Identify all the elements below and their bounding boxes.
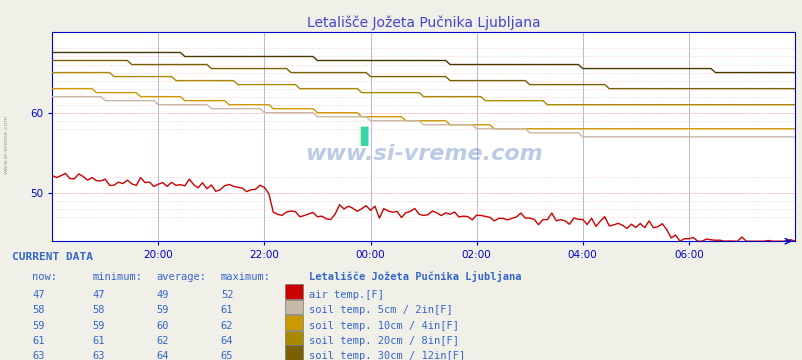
Text: ▐: ▐ [353,127,367,147]
Text: CURRENT DATA: CURRENT DATA [12,252,93,262]
Text: soil temp. 5cm / 2in[F]: soil temp. 5cm / 2in[F] [309,305,452,315]
Text: 58: 58 [92,305,105,315]
Text: 58: 58 [32,305,45,315]
Text: 59: 59 [156,305,169,315]
Bar [285,346,302,360]
Text: soil temp. 10cm / 4in[F]: soil temp. 10cm / 4in[F] [309,321,459,331]
Title: Letališče Jožeta Pučnika Ljubljana: Letališče Jožeta Pučnika Ljubljana [306,15,540,30]
Text: www.si-vreme.com: www.si-vreme.com [4,114,9,174]
Bar [285,284,302,299]
Text: 62: 62 [221,321,233,331]
Text: average:: average: [156,272,206,282]
Bar [285,315,302,330]
Text: 52: 52 [221,289,233,300]
Text: 64: 64 [156,351,169,360]
Text: 60: 60 [156,321,169,331]
Text: 63: 63 [32,351,45,360]
Text: air temp.[F]: air temp.[F] [309,289,383,300]
Bar [285,331,302,346]
Text: 65: 65 [221,351,233,360]
Text: 61: 61 [32,336,45,346]
Text: 61: 61 [221,305,233,315]
Text: 62: 62 [156,336,169,346]
Text: minimum:: minimum: [92,272,142,282]
Text: 63: 63 [92,351,105,360]
Text: maximum:: maximum: [221,272,270,282]
Text: Letališče Jožeta Pučnika Ljubljana: Letališče Jožeta Pučnika Ljubljana [309,271,521,282]
Text: 64: 64 [221,336,233,346]
Text: soil temp. 20cm / 8in[F]: soil temp. 20cm / 8in[F] [309,336,459,346]
Text: 61: 61 [92,336,105,346]
Text: 47: 47 [92,289,105,300]
Text: now:: now: [32,272,57,282]
Text: soil temp. 30cm / 12in[F]: soil temp. 30cm / 12in[F] [309,351,465,360]
Text: 59: 59 [92,321,105,331]
Text: 59: 59 [32,321,45,331]
Text: 49: 49 [156,289,169,300]
Bar [285,300,302,314]
Text: ▌: ▌ [360,127,375,147]
Text: 47: 47 [32,289,45,300]
Text: www.si-vreme.com: www.si-vreme.com [304,144,542,163]
